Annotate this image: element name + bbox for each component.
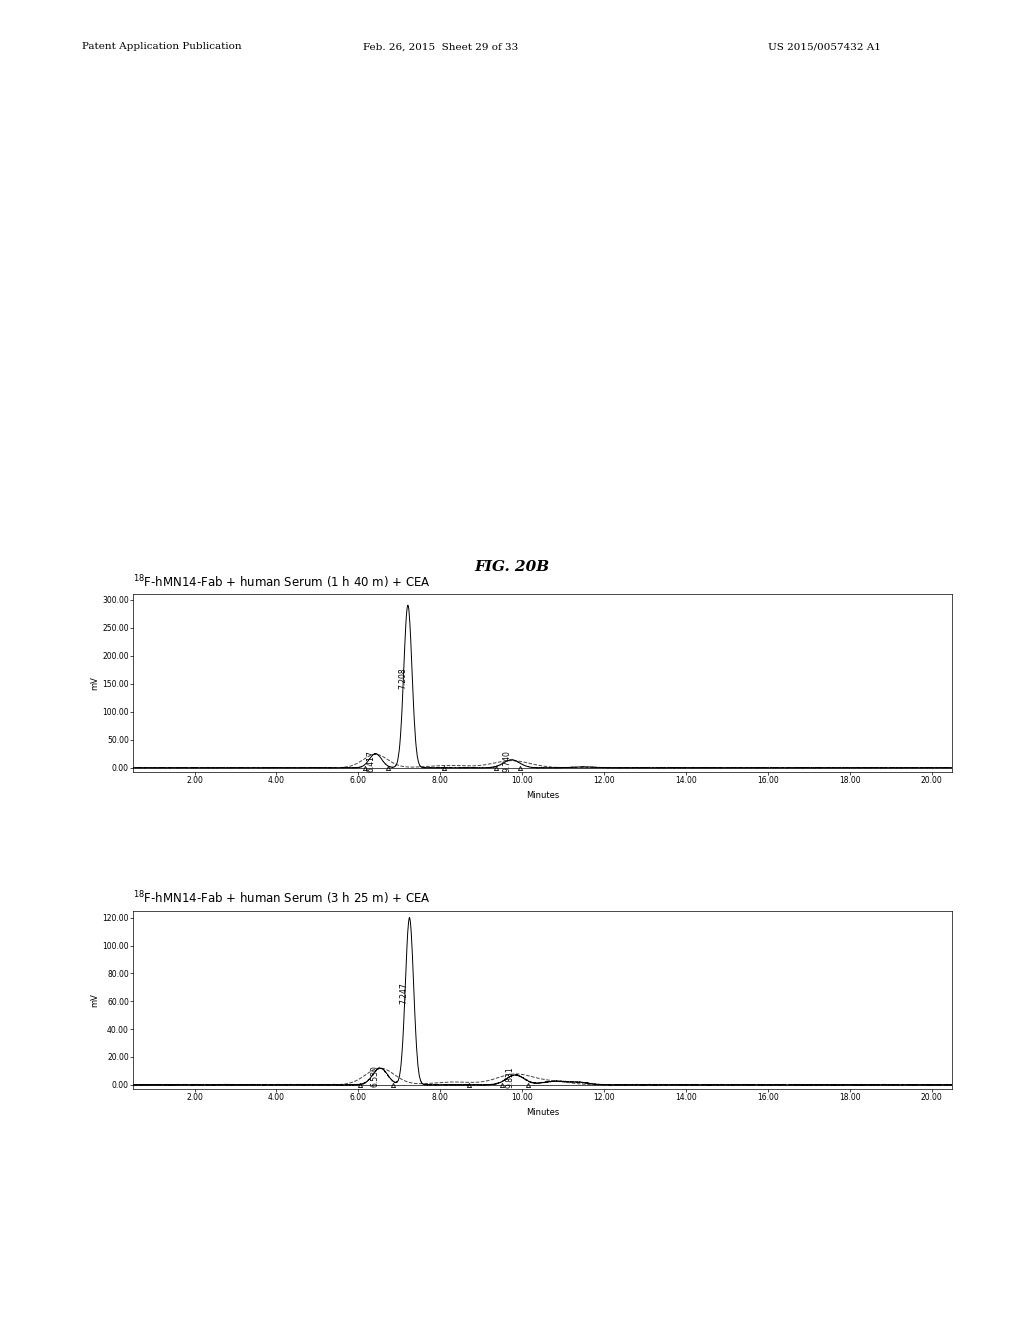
Text: 9.740: 9.740 <box>502 751 511 772</box>
Text: Patent Application Publication: Patent Application Publication <box>82 42 242 51</box>
X-axis label: Minutes: Minutes <box>526 791 559 800</box>
Text: FIG. 20B: FIG. 20B <box>474 560 550 574</box>
Text: 9.831: 9.831 <box>506 1067 515 1088</box>
Text: 6.417: 6.417 <box>366 750 375 772</box>
Text: Feb. 26, 2015  Sheet 29 of 33: Feb. 26, 2015 Sheet 29 of 33 <box>362 42 518 51</box>
Text: 6.530: 6.530 <box>371 1065 380 1088</box>
Y-axis label: mV: mV <box>90 676 99 690</box>
X-axis label: Minutes: Minutes <box>526 1107 559 1117</box>
Y-axis label: mV: mV <box>90 993 99 1007</box>
Text: US 2015/0057432 A1: US 2015/0057432 A1 <box>768 42 881 51</box>
Text: $^{18}$F-hMN14-Fab + human Serum (3 h 25 m) + CEA: $^{18}$F-hMN14-Fab + human Serum (3 h 25… <box>133 890 431 907</box>
Text: $^{18}$F-hMN14-Fab + human Serum (1 h 40 m) + CEA: $^{18}$F-hMN14-Fab + human Serum (1 h 40… <box>133 574 431 591</box>
Text: 7.208: 7.208 <box>398 668 408 689</box>
Text: 7.247: 7.247 <box>399 982 409 1003</box>
